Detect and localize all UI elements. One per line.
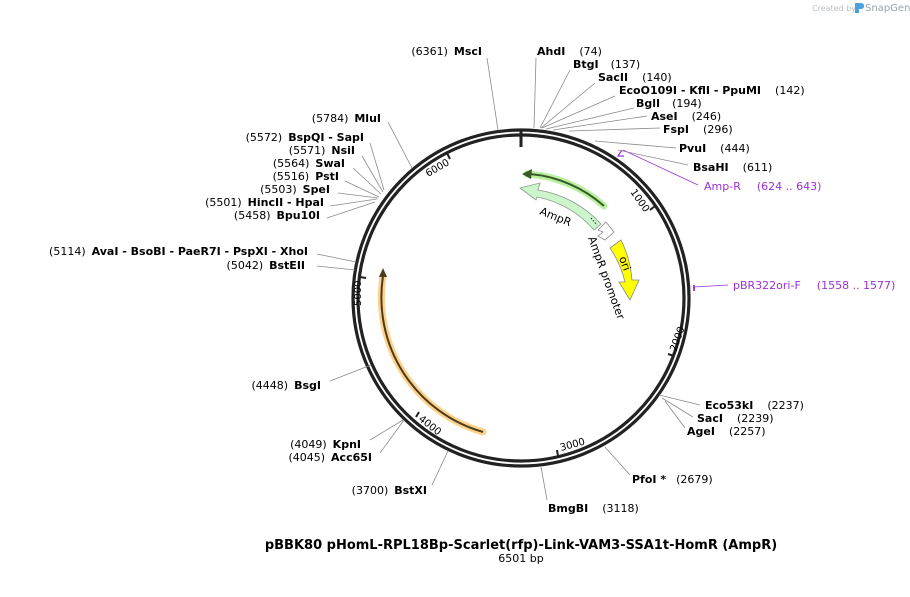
site-btgi[interactable]: BtgI (137) xyxy=(573,58,640,71)
sites-left: (6361) MscI (5784) MluI (5572) BspQI - SapI… xyxy=(49,45,482,497)
site-pfoi[interactable]: PfoI * (2679) xyxy=(632,473,713,486)
site-bsahi[interactable]: BsaHI (611) xyxy=(693,161,772,174)
green-orf-arrowhead xyxy=(522,169,532,179)
site-pvui[interactable]: PvuI (444) xyxy=(679,142,750,155)
primer-amp-r[interactable]: Amp-R (624 .. 643) xyxy=(704,180,821,193)
tick-5000 xyxy=(359,276,367,279)
site-hincii-hpai[interactable]: (5501) HincII - HpaI xyxy=(205,196,324,209)
backbone-inner-strand xyxy=(356,133,686,463)
site-nsii[interactable]: (5571) NsiI xyxy=(289,144,355,157)
snapgene-logo-icon xyxy=(855,3,864,13)
site-saci[interactable]: SacI (2239) xyxy=(697,412,774,425)
backbone xyxy=(351,128,691,468)
tick-2000 xyxy=(667,353,675,357)
credit-brand: SnapGene xyxy=(865,3,910,14)
site-bmgbi[interactable]: BmgBI (3118) xyxy=(548,502,639,515)
site-bsgi[interactable]: (4448) BsgI xyxy=(252,379,321,392)
site-bspqi-sapi[interactable]: (5572) BspQI - SapI xyxy=(246,131,364,144)
site-mlui[interactable]: (5784) MluI xyxy=(312,112,381,125)
tick-label-1000: 1000 xyxy=(628,187,652,214)
site-ahdi[interactable]: AhdI (74) xyxy=(537,45,602,58)
ori-label: ori xyxy=(616,255,633,273)
site-bsteii[interactable]: (5042) BstEII xyxy=(227,259,305,272)
site-acc65i[interactable]: (4045) Acc65I xyxy=(288,451,372,464)
plasmid-length: 6501 bp xyxy=(498,552,543,565)
sites-right: AhdI (74) BtgI (137) SacII (140) EcoO109I -… xyxy=(537,45,805,515)
ampr-feature[interactable] xyxy=(519,182,602,231)
tick-3000 xyxy=(556,449,559,457)
leader-lines-right xyxy=(533,57,701,501)
site-sacii[interactable]: SacII (140) xyxy=(598,71,672,84)
features: AmpR AmpR promoter ori xyxy=(377,169,640,436)
site-kpni[interactable]: (4049) KpnI xyxy=(290,438,361,451)
tick-label-5000: 5000 xyxy=(353,281,364,306)
backbone-outer-strand xyxy=(351,128,691,468)
site-swai[interactable]: (5564) SwaI xyxy=(273,157,345,170)
orange-orf-arrowhead xyxy=(379,268,387,277)
primer-pbr322ori-f[interactable]: pBR322ori-F (1558 .. 1577) xyxy=(733,279,895,292)
credit-prefix: Created by xyxy=(812,4,856,13)
site-bgli[interactable]: BglI (194) xyxy=(636,97,702,110)
primers: Amp-R (624 .. 643) pBR322ori-F (1558 .. 15… xyxy=(616,149,895,292)
green-orf-arc-line xyxy=(529,173,605,207)
site-spei[interactable]: (5503) SpeI xyxy=(260,183,330,196)
site-psti[interactable]: (5516) PstI xyxy=(273,170,339,183)
site-avai-xhoi[interactable]: (5114) AvaI - BsoBI - PaeR7I - PspXI - Xh… xyxy=(49,245,308,258)
site-msci[interactable]: (6361) MscI xyxy=(411,45,482,58)
plasmid-title: pBBK80 pHomL-RPL18Bp-Scarlet(rfp)-Link-V… xyxy=(265,538,777,553)
orange-orf-arc-line xyxy=(380,275,484,433)
site-fspi[interactable]: FspI (296) xyxy=(663,123,733,136)
tick-label-6000: 6000 xyxy=(424,157,452,179)
ori-feature[interactable] xyxy=(609,239,640,301)
site-eco0109i-kfli-ppumi[interactable]: EcoO109I - KflI - PpuMI (142) xyxy=(619,84,805,97)
primer-amp-r-marker xyxy=(616,149,624,157)
site-eco53ki[interactable]: Eco53kI (2237) xyxy=(705,399,804,412)
tick-1000 xyxy=(649,205,656,211)
site-bpu10i[interactable]: (5458) Bpu10I xyxy=(234,209,320,222)
site-agei[interactable]: AgeI (2257) xyxy=(687,425,766,438)
site-bstxi[interactable]: (3700) BstXI xyxy=(352,484,427,497)
ampr-promoter-feature[interactable] xyxy=(597,221,615,241)
tick-6000 xyxy=(446,152,451,160)
tick-4000 xyxy=(415,411,420,418)
site-asei[interactable]: AseI (246) xyxy=(651,110,721,123)
leader-lines-left xyxy=(316,57,499,486)
snapgene-credit: Created by SnapGene xyxy=(812,3,910,14)
